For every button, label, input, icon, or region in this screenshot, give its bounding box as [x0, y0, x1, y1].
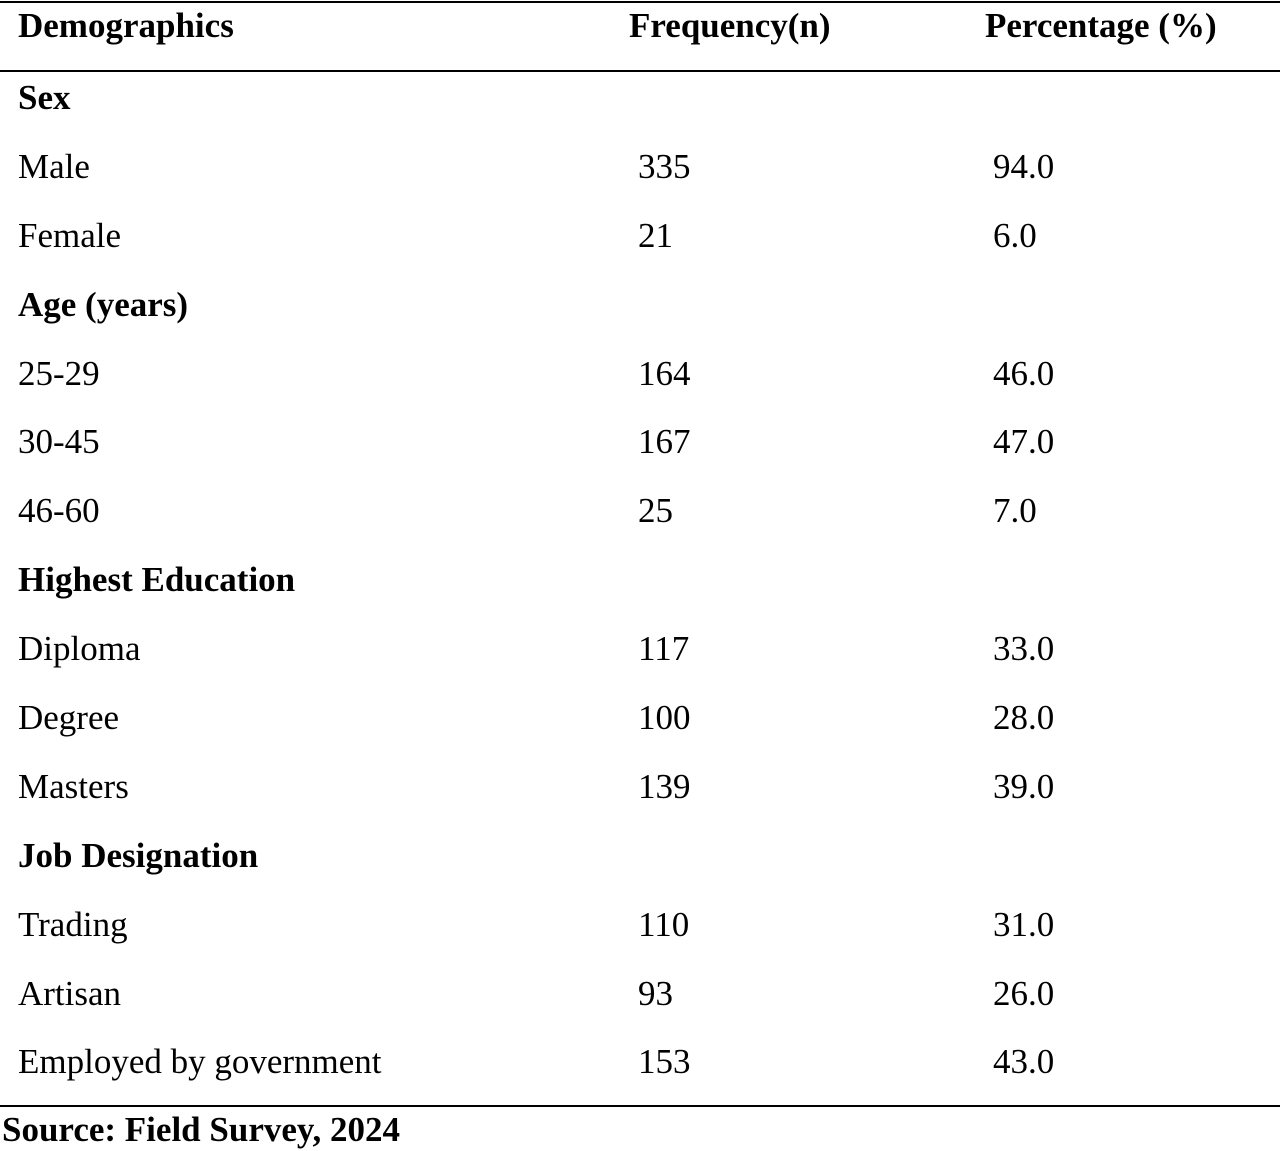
header-percentage: Percentage (%) — [985, 6, 1217, 45]
row-label: Diploma — [18, 629, 141, 669]
row-percentage: 31.0 — [993, 904, 1055, 944]
table-row: 25-29 164 46.0 — [0, 350, 1280, 419]
row-frequency: 25 — [638, 491, 673, 531]
source-note: Source: Field Survey, 2024 — [2, 1110, 400, 1149]
table-bottom-rule — [0, 1105, 1280, 1107]
row-label: Age (years) — [18, 284, 189, 324]
row-label: Degree — [18, 698, 120, 738]
table-row: 30-45 167 47.0 — [0, 418, 1280, 487]
row-label: Female — [18, 215, 122, 255]
table-row: Employed by government 153 43.0 — [0, 1038, 1280, 1107]
table-top-rule — [0, 1, 1280, 3]
row-frequency: 21 — [638, 215, 673, 255]
row-percentage: 47.0 — [993, 422, 1055, 462]
row-percentage: 26.0 — [993, 973, 1055, 1013]
row-percentage: 33.0 — [993, 629, 1055, 669]
row-label: Employed by government — [18, 1042, 382, 1082]
row-frequency: 117 — [638, 629, 690, 669]
row-frequency: 100 — [638, 698, 691, 738]
row-label: Masters — [18, 766, 129, 806]
table-header: Demographics Frequency(n) Percentage (%) — [0, 0, 1280, 70]
row-label: Highest Education — [18, 560, 296, 600]
row-frequency: 93 — [638, 973, 673, 1013]
row-label: Job Designation — [18, 835, 259, 875]
row-label: Artisan — [18, 973, 122, 1013]
row-frequency: 164 — [638, 353, 691, 393]
row-frequency: 139 — [638, 766, 691, 806]
row-label: Male — [18, 146, 90, 186]
table-group-row: Job Designation — [0, 832, 1280, 901]
table-row: Degree 100 28.0 — [0, 694, 1280, 763]
table-row: Artisan 93 26.0 — [0, 970, 1280, 1039]
table-group-row: Highest Education — [0, 556, 1280, 625]
table-row: 46-60 25 7.0 — [0, 487, 1280, 556]
row-label: 46-60 — [18, 491, 100, 531]
row-frequency: 335 — [638, 146, 691, 186]
row-frequency: 153 — [638, 1042, 691, 1082]
row-percentage: 7.0 — [993, 491, 1037, 531]
header-demographics: Demographics — [18, 6, 234, 45]
row-label: Trading — [18, 904, 128, 944]
row-frequency: 167 — [638, 422, 691, 462]
row-percentage: 39.0 — [993, 766, 1055, 806]
row-percentage: 6.0 — [993, 215, 1037, 255]
row-percentage: 43.0 — [993, 1042, 1055, 1082]
table-group-row: Age (years) — [0, 281, 1280, 350]
row-label: 30-45 — [18, 422, 100, 462]
row-label: Sex — [18, 78, 71, 117]
table-row: Diploma 117 33.0 — [0, 625, 1280, 694]
table-row: Masters 139 39.0 — [0, 763, 1280, 832]
table-group-row: Sex — [0, 74, 1280, 143]
table-row: Female 21 6.0 — [0, 212, 1280, 281]
row-percentage: 46.0 — [993, 353, 1055, 393]
row-percentage: 28.0 — [993, 698, 1055, 738]
table-body: Sex Male 335 94.0 Female 21 6.0 Age (years) 25-2… — [0, 74, 1280, 1107]
header-rule — [0, 70, 1280, 72]
row-label: 25-29 — [18, 353, 100, 393]
header-frequency: Frequency(n) — [629, 6, 831, 45]
table-row: Trading 110 31.0 — [0, 901, 1280, 970]
table-row: Male 335 94.0 — [0, 143, 1280, 212]
row-percentage: 94.0 — [993, 146, 1055, 186]
row-frequency: 110 — [638, 904, 690, 944]
